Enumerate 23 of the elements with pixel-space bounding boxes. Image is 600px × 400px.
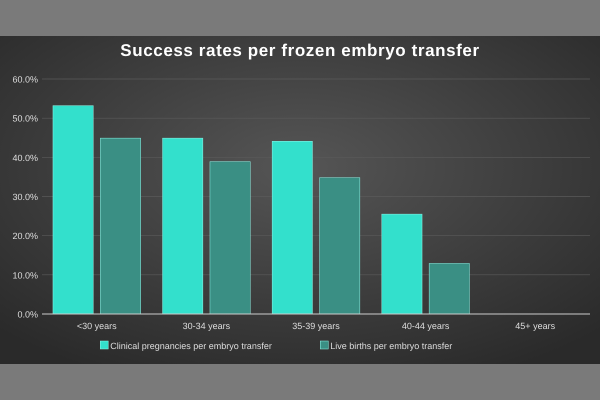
bar [428, 263, 470, 314]
bar [210, 161, 250, 314]
x-tick-label: <30 years [76, 321, 118, 331]
x-tick-label: 45+ years [515, 321, 556, 331]
x-tick-label: 35-39 years [292, 321, 340, 331]
y-tick-label: 0.0% [17, 310, 38, 320]
bar [319, 177, 360, 314]
y-tick-label: 20.0% [12, 231, 38, 242]
x-tick-label: 40-44 years [402, 321, 450, 331]
bar [52, 105, 94, 314]
bar [272, 141, 313, 314]
x-tick-label: 30-34 years [182, 321, 231, 331]
y-tick-label: 30.0% [12, 192, 38, 202]
legend-label: Live births per embryo transfer [330, 341, 452, 351]
y-tick-label: 40.0% [12, 152, 38, 163]
bar [162, 138, 204, 314]
chart-title: Success rates per frozen embryo transfer [120, 41, 480, 60]
y-tick-label: 10.0% [12, 270, 38, 280]
bar [382, 214, 422, 314]
y-tick-label: 60.0% [12, 74, 38, 84]
legend-label: Clinical pregnancies per embryo transfer [110, 341, 272, 351]
y-tick-label: 50.0% [12, 114, 38, 124]
bar [100, 138, 141, 314]
